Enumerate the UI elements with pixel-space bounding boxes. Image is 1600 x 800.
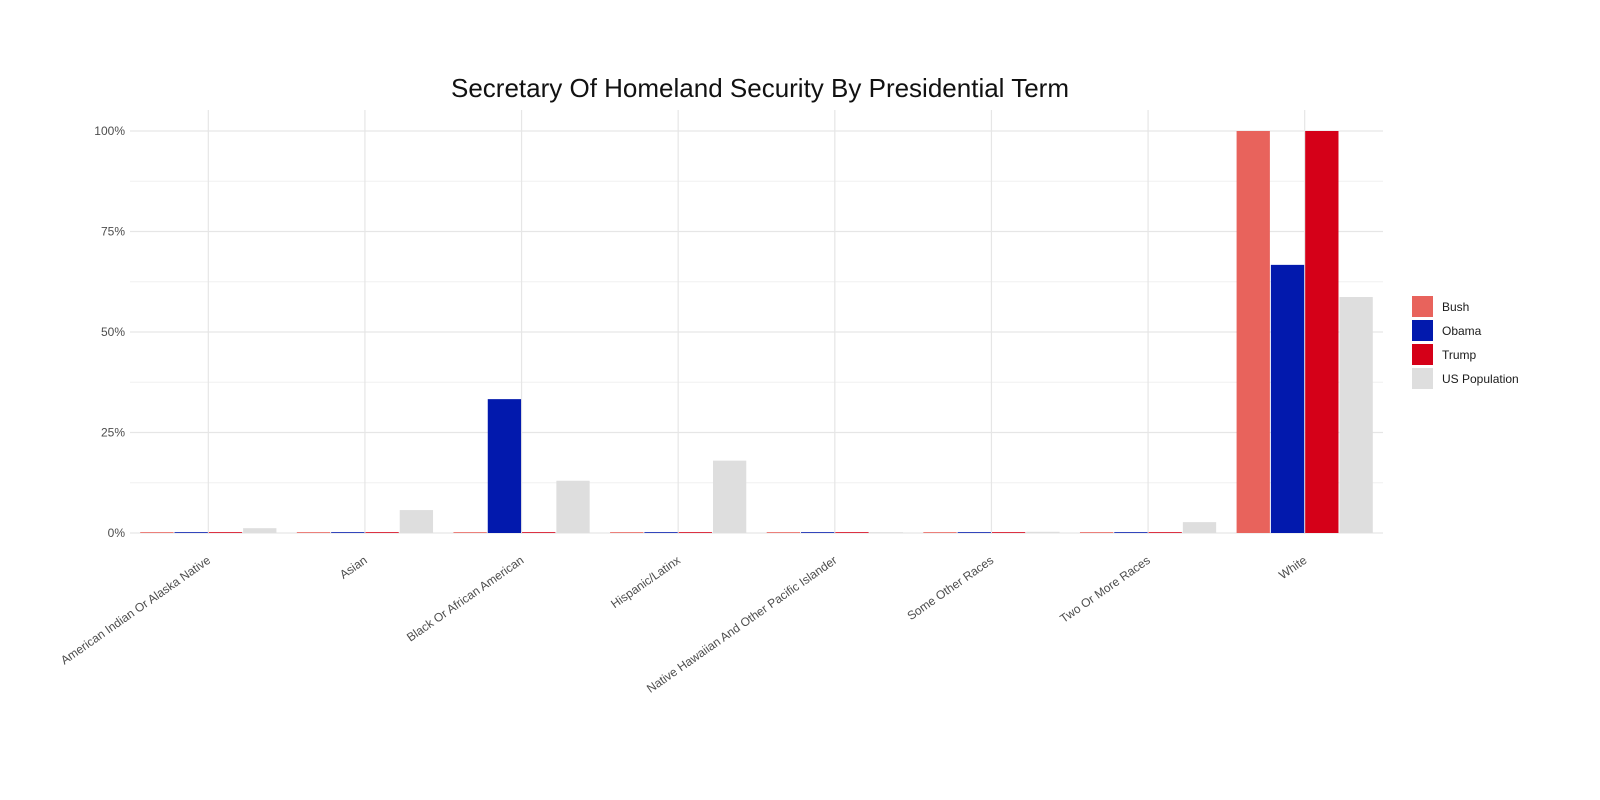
legend-label: US Population [1442,372,1519,386]
bar-trump [365,532,399,533]
chart-title: Secretary Of Homeland Security By Presid… [451,73,1069,103]
bar-trump [991,532,1026,533]
y-tick-label: 25% [101,426,125,440]
bar-bush [296,532,331,533]
gridlines [130,110,1383,534]
bar-obama [487,399,522,533]
bar-trump [208,532,243,533]
legend-label: Bush [1442,300,1469,314]
bar-us-population [1182,522,1217,533]
x-tick-label: Some Other Races [905,553,997,623]
bar-obama [644,532,678,533]
bar-us-population [869,532,903,533]
bar-bush [766,532,801,533]
bar-obama [1114,532,1148,533]
x-tick-label: White [1276,553,1309,582]
y-tick-label: 0% [108,526,126,540]
y-tick-label: 50% [101,325,125,339]
legend-swatch [1412,320,1433,341]
x-tick-label: Asian [337,553,370,582]
legend-swatch [1412,344,1433,365]
bar-trump [1148,532,1182,533]
bar-obama [174,532,208,533]
bar-us-population [712,460,747,533]
bar-bush [610,532,644,533]
x-tick-label: American Indian Or Alaska Native [58,553,213,668]
bar-bush [1079,532,1114,533]
bar-obama [957,532,991,533]
y-tick-label: 75% [101,225,125,239]
bars [140,131,1373,533]
bar-us-population [243,528,277,533]
x-axis-ticks: American Indian Or Alaska Native Asian Bla… [58,553,1310,696]
bar-trump [678,532,712,533]
bar-obama [801,532,835,533]
bar-bush [453,532,487,533]
bar-us-population [1026,531,1060,533]
x-tick-label: Two Or More Races [1057,553,1152,626]
x-tick-label: Native Hawaiian And Other Pacific Island… [644,553,839,696]
bar-us-population [399,510,434,533]
bar-bush [923,532,957,533]
y-tick-label: 100% [94,124,125,138]
bar-us-population [556,480,590,533]
y-axis-ticks: 0% 25% 50% 75% 100% [94,124,125,540]
x-tick-label: Hispanic/Latinx [608,553,683,611]
x-tick-label: Black Or African American [404,553,526,644]
legend: Bush Obama Trump US Population [1412,296,1519,389]
legend-label: Obama [1442,324,1482,338]
bar-trump [1305,131,1339,533]
bar-obama [331,532,365,533]
bar-us-population [1339,297,1373,533]
legend-label: Trump [1442,348,1477,362]
legend-swatch [1412,296,1433,317]
bar-trump [835,532,869,533]
legend-swatch [1412,368,1433,389]
bar-bush [140,532,174,533]
bar-obama [1270,264,1305,533]
bar-bush [1236,131,1270,533]
bar-trump [522,532,556,533]
